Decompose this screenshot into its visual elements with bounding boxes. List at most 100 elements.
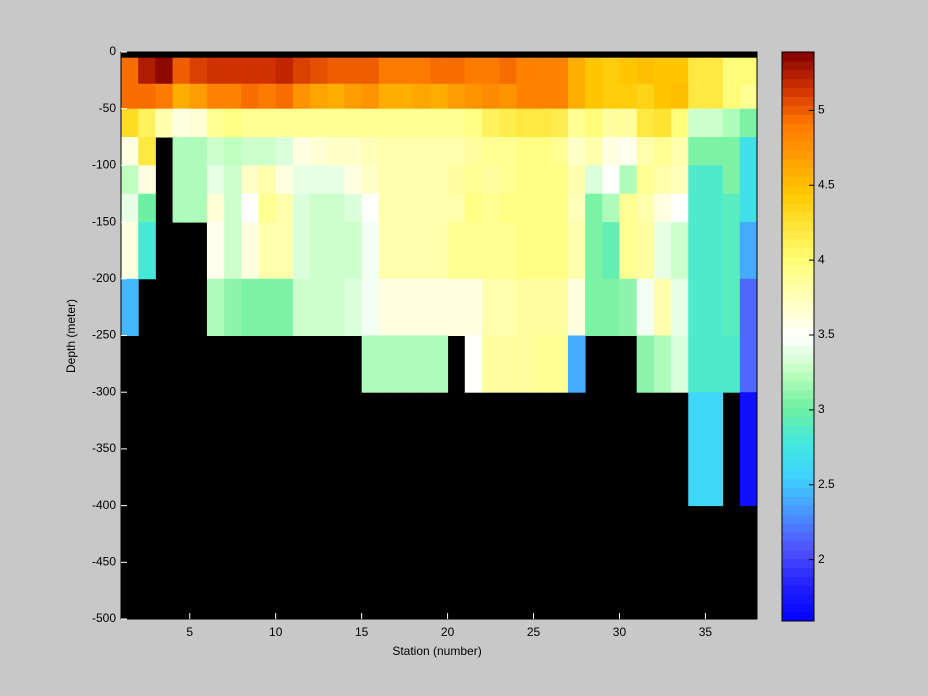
heatmap-cell [275,165,294,195]
heatmap-cell [636,335,655,393]
colorbar-band [782,514,814,524]
heatmap-cell [653,335,672,393]
heatmap-cell [636,193,655,223]
heatmap-cell [361,193,380,223]
heatmap-cell [258,108,277,138]
heatmap-cell [172,83,191,110]
y-tick-label: -400 [92,498,116,512]
colorbar-band [782,309,814,320]
colorbar-band [782,416,814,426]
heatmap-cell [688,278,706,336]
heatmap-cell [688,137,706,166]
heatmap-cell [499,108,517,138]
colorbar-band [782,194,814,204]
heatmap-cell [636,165,655,195]
colorbar-band [782,123,814,133]
heatmap-cell [602,278,620,336]
heatmap-cell [189,137,208,166]
heatmap-cell [241,108,260,138]
heatmap-cell [292,165,311,195]
colorbar-band [782,380,814,391]
heatmap-cell [739,278,758,336]
colorbar-band [782,229,814,240]
heatmap-cell [550,278,569,336]
heatmap-cell [653,57,672,85]
colorbar-tick-label: 3.5 [818,327,835,341]
heatmap-cell [516,83,535,110]
heatmap-cell [688,108,706,138]
colorbar-band [782,372,814,382]
heatmap-cell [310,108,328,138]
heatmap-cell [361,137,380,166]
heatmap-cell [671,108,689,138]
heatmap-cell [224,278,242,336]
heatmap-cell [653,83,672,110]
heatmap-cell [413,278,431,336]
heatmap-cell [481,57,500,85]
heatmap-cell [396,83,414,110]
colorbar-band [782,487,814,498]
heatmap-cell [602,83,620,110]
heatmap-cell [258,278,277,336]
heatmap-cell [705,108,724,138]
heatmap-cell [378,165,397,195]
y-tick-label: -300 [92,384,116,398]
heatmap-cell [516,278,535,336]
heatmap-cell [206,57,225,85]
heatmap-cell [292,57,311,85]
heatmap-cell [636,222,655,280]
colorbar-band [782,363,814,373]
heatmap-cell [464,165,483,195]
x-axis-label: Station (number) [392,644,481,658]
heatmap-cell [292,137,311,166]
heatmap-cell [585,278,603,336]
colorbar-band [782,443,814,453]
colorbar-band [782,149,814,160]
colorbar-frame [781,51,815,622]
heatmap-cell [705,83,724,110]
colorbar-band [782,407,814,418]
heatmap-cell [464,137,483,166]
heatmap-cell [430,57,449,85]
colorbar-band [782,114,814,124]
colorbar-tick-label: 2.5 [818,477,835,491]
colorbar-band [782,52,814,62]
heatmap-cell [516,137,535,166]
colorbar-tick-label: 5 [818,103,825,117]
heatmap-cell [138,83,156,110]
heatmap-cell [275,137,294,166]
colorbar-band [782,283,814,293]
heatmap-cell [533,193,552,223]
heatmap-cell [275,278,294,336]
heatmap-cell [653,193,672,223]
heatmap-cell [447,278,466,336]
heatmap-cell [327,137,345,166]
heatmap-cell [206,222,225,280]
x-tick-label: 20 [441,625,455,639]
heatmap-cell [671,137,689,166]
colorbar-band [782,167,814,177]
heatmap-cell [396,57,414,85]
colorbar-band [782,292,814,302]
heatmap-cell [292,222,311,280]
heatmap-cell [602,222,620,280]
heatmap-cell [533,83,552,110]
heatmap-cell [378,335,397,393]
heatmap-cell [344,222,363,280]
heatmap-cell [172,108,191,138]
heatmap-cell [499,137,517,166]
heatmap-cell [241,278,260,336]
colorbar-band [782,274,814,284]
heatmap-cell [396,193,414,223]
heatmap-cell [206,165,225,195]
colorbar-band [782,140,814,151]
x-tick-label: 30 [613,625,627,639]
heatmap-cell [378,193,397,223]
heatmap-cell [739,165,758,195]
heatmap-cell [413,335,431,393]
heatmap-cell [413,57,431,85]
colorbar-band [782,496,814,506]
heatmap-cell [567,335,586,393]
heatmap-cell [722,57,741,85]
